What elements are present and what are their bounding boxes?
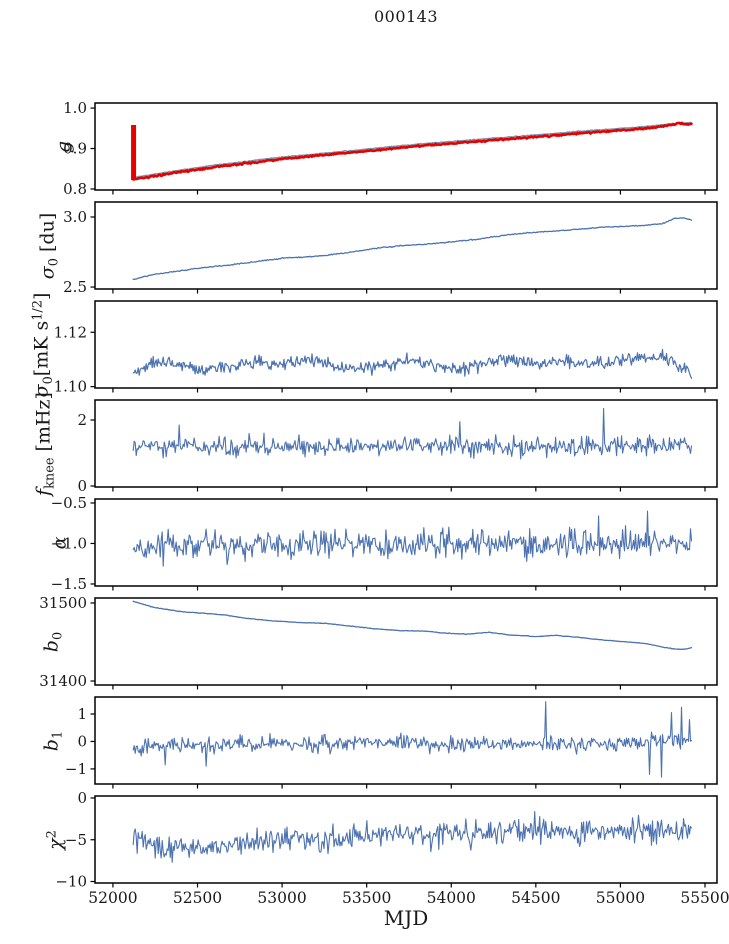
y-tick-label: 0 — [77, 477, 87, 495]
x-tick-label: 55000 — [596, 889, 645, 907]
y-tick-label: 0 — [77, 733, 87, 751]
panel-sigma0_du: 3.0 2.5 — [63, 201, 718, 296]
ylabel-g: g — [52, 140, 75, 153]
y-tick-label: 0.8 — [63, 180, 87, 198]
panel-sigma0_mK-line-sigma0-mK — [132, 348, 693, 379]
ylabel-b1: b1 — [40, 730, 66, 751]
y-tick-label: −5 — [65, 831, 87, 849]
y-tick-label: −1.5 — [51, 575, 87, 593]
ylabel-f_knee: fknee [mHz] — [32, 391, 58, 496]
figure-title: 000143 — [373, 7, 439, 26]
y-tick-label: 3.0 — [63, 208, 87, 226]
panel-b0: 31500 31400 — [39, 594, 718, 690]
panel-sigma0_du-frame — [94, 201, 718, 290]
y-tick-label: −1.0 — [51, 535, 87, 553]
panel-chi2-frame — [94, 795, 718, 884]
x-tick-label: 55500 — [680, 889, 729, 907]
x-tick-label: 53000 — [257, 889, 306, 907]
y-tick-label: −10 — [55, 873, 87, 891]
y-tick-label: 2.5 — [63, 278, 87, 296]
y-tick-label: −0.5 — [51, 494, 87, 512]
x-axis-label: MJD — [383, 906, 429, 930]
panel-f_knee: 20 — [77, 399, 718, 495]
panel-alpha: −0.5 −1.0 −1.5 — [51, 494, 718, 593]
panel-sigma0_du-line-sigma0-du — [132, 217, 693, 281]
panel-sigma0_mK-frame — [94, 300, 718, 389]
y-tick-label: 1.12 — [54, 323, 87, 341]
panel-chi2-line-chi2 — [132, 810, 693, 863]
y-tick-label: 1.10 — [54, 378, 87, 396]
panel-alpha-line-alpha — [132, 510, 693, 567]
x-tick-label: 52500 — [173, 889, 222, 907]
ylabel-sigma0_du: σ0 [du] — [36, 212, 62, 279]
y-tick-label: 2 — [77, 411, 87, 429]
panel-b1: 1 0 −1 — [65, 696, 718, 789]
ylabel-alpha: α — [48, 536, 71, 549]
panel-sigma0_mK: 1.12 1.10 — [54, 300, 718, 396]
y-tick-label: 31400 — [39, 672, 87, 690]
x-tick-label: 52000 — [88, 889, 137, 907]
panel-b1-frame — [94, 696, 718, 785]
y-tick-label: 0 — [77, 789, 87, 807]
panel-f_knee-line-f-knee — [132, 407, 693, 460]
panel-f_knee-frame — [94, 399, 718, 488]
panel-b0-frame — [94, 597, 718, 686]
panel-g-frame — [94, 102, 718, 191]
ylabel-b0: b0 — [40, 631, 66, 652]
y-tick-label: 0.9 — [63, 140, 87, 158]
ylabel-chi2: χ2 — [44, 829, 67, 850]
panel-b0-line-b0 — [132, 600, 693, 651]
panel-b1-line-b1 — [132, 701, 693, 778]
panel-g: 1.0 0.9 0.8 — [63, 99, 718, 198]
panel-alpha-frame — [94, 498, 718, 587]
y-tick-label: 31500 — [39, 594, 87, 612]
panel-g-line-gain-data — [131, 121, 693, 181]
x-tick-label: 54500 — [511, 889, 560, 907]
y-tick-label: −1 — [65, 760, 87, 778]
y-tick-label: 1 — [77, 705, 87, 723]
y-tick-label: 1.0 — [63, 99, 87, 117]
x-tick-label: 54000 — [427, 889, 476, 907]
x-tick-label: 53500 — [342, 889, 391, 907]
ylabel-sigma0_mK: σ0[mK s1/2] — [30, 292, 56, 397]
